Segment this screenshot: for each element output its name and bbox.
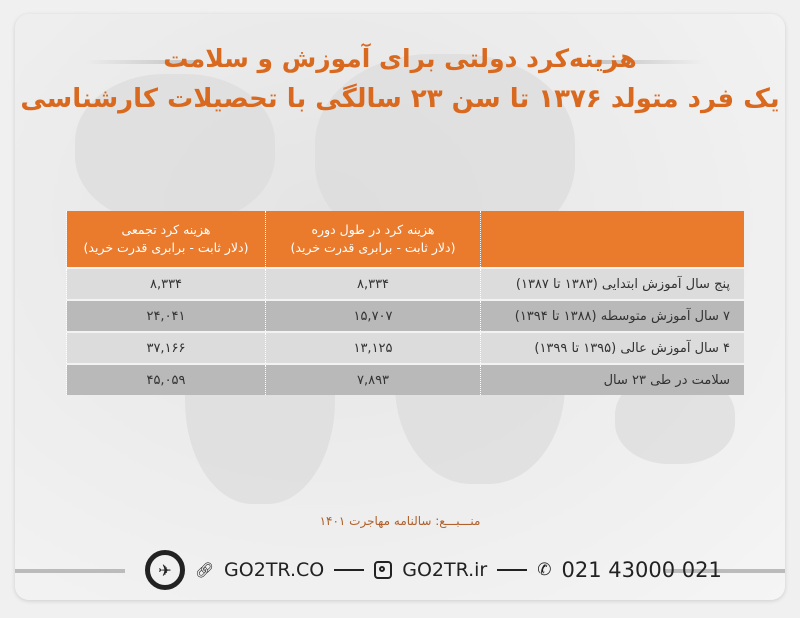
link-icon: 🔗︎: [195, 561, 215, 579]
title-rule-left: [85, 60, 195, 64]
cost-table: هزینه کرد در طول دوره (دلار ثابت - برابری…: [66, 211, 744, 395]
row-cumulative: ۴۵,۰۵۹: [66, 363, 266, 395]
header-period-title: هزینه کرد در طول دوره: [311, 222, 435, 237]
row-period: ۱۵,۷۰۷: [265, 299, 481, 332]
row-label: پنج سال آموزش ابتدایی (۱۳۸۳ تا ۱۳۸۷): [480, 267, 744, 300]
header-cumulative-title: هزینه کرد تجمعی: [121, 222, 211, 237]
row-period: ۸,۳۳۴: [265, 267, 481, 300]
row-period: ۱۳,۱۲۵: [265, 331, 481, 364]
footer-rule-right: [665, 569, 785, 573]
footer-rule-left: [15, 569, 125, 573]
header-cumulative-unit: (دلار ثابت - برابری قدرت خرید): [83, 240, 249, 255]
separator: [334, 569, 365, 571]
row-label: سلامت در طی ۲۳ سال: [480, 363, 744, 395]
infographic-card: هزینه‌کرد دولتی برای آموزش و سلامت یک فر…: [15, 14, 785, 600]
title-line-2: یک فرد متولد ۱۳۷۶ تا سن ۲۳ سالگی با تحصی…: [20, 84, 780, 114]
title-line-1: هزینه‌کرد دولتی برای آموزش و سلامت: [163, 44, 637, 73]
header-label-col: [480, 211, 744, 268]
row-cumulative: ۳۷,۱۶۶: [66, 331, 266, 364]
table-row: سلامت در طی ۲۳ سال ۷,۸۹۳ ۴۵,۰۵۹: [66, 363, 744, 395]
header-period-unit: (دلار ثابت - برابری قدرت خرید): [290, 240, 456, 255]
table-row: ۴ سال آموزش عالی (۱۳۹۵ تا ۱۳۹۹) ۱۳,۱۲۵ ۳…: [66, 331, 744, 364]
phone-icon: ✆: [537, 560, 552, 580]
instagram-link[interactable]: GO2TR.ir: [402, 559, 488, 581]
row-cumulative: ۸,۳۳۴: [66, 267, 266, 300]
website-link[interactable]: GO2TR.CO: [224, 559, 325, 581]
instagram-icon: [374, 561, 393, 579]
footer-contact: ✈ 🔗︎ GO2TR.CO GO2TR.ir ✆ 021 43000 021: [145, 550, 722, 590]
row-cumulative: ۲۴,۰۴۱: [66, 299, 266, 332]
phone-number[interactable]: 021 43000 021: [561, 558, 722, 582]
map-continent: [75, 74, 275, 224]
table-header-row: هزینه کرد در طول دوره (دلار ثابت - برابری…: [66, 211, 744, 268]
source-note: منـــبـــع: سالنامه مهاجرت ۱۴۰۱: [319, 514, 481, 528]
row-period: ۷,۸۹۳: [265, 363, 481, 395]
row-label: ۴ سال آموزش عالی (۱۳۹۵ تا ۱۳۹۹): [480, 331, 744, 364]
header-period: هزینه کرد در طول دوره (دلار ثابت - برابری…: [265, 211, 481, 268]
logo-plane-icon: ✈: [145, 550, 185, 590]
row-label: ۷ سال آموزش متوسطه (۱۳۸۸ تا ۱۳۹۴): [480, 299, 744, 332]
separator: [497, 569, 528, 571]
table-row: پنج سال آموزش ابتدایی (۱۳۸۳ تا ۱۳۸۷) ۸,۳…: [66, 267, 744, 300]
table-row: ۷ سال آموزش متوسطه (۱۳۸۸ تا ۱۳۹۴) ۱۵,۷۰۷…: [66, 299, 744, 332]
header-cumulative: هزینه کرد تجمعی (دلار ثابت - برابری قدرت …: [66, 211, 266, 268]
